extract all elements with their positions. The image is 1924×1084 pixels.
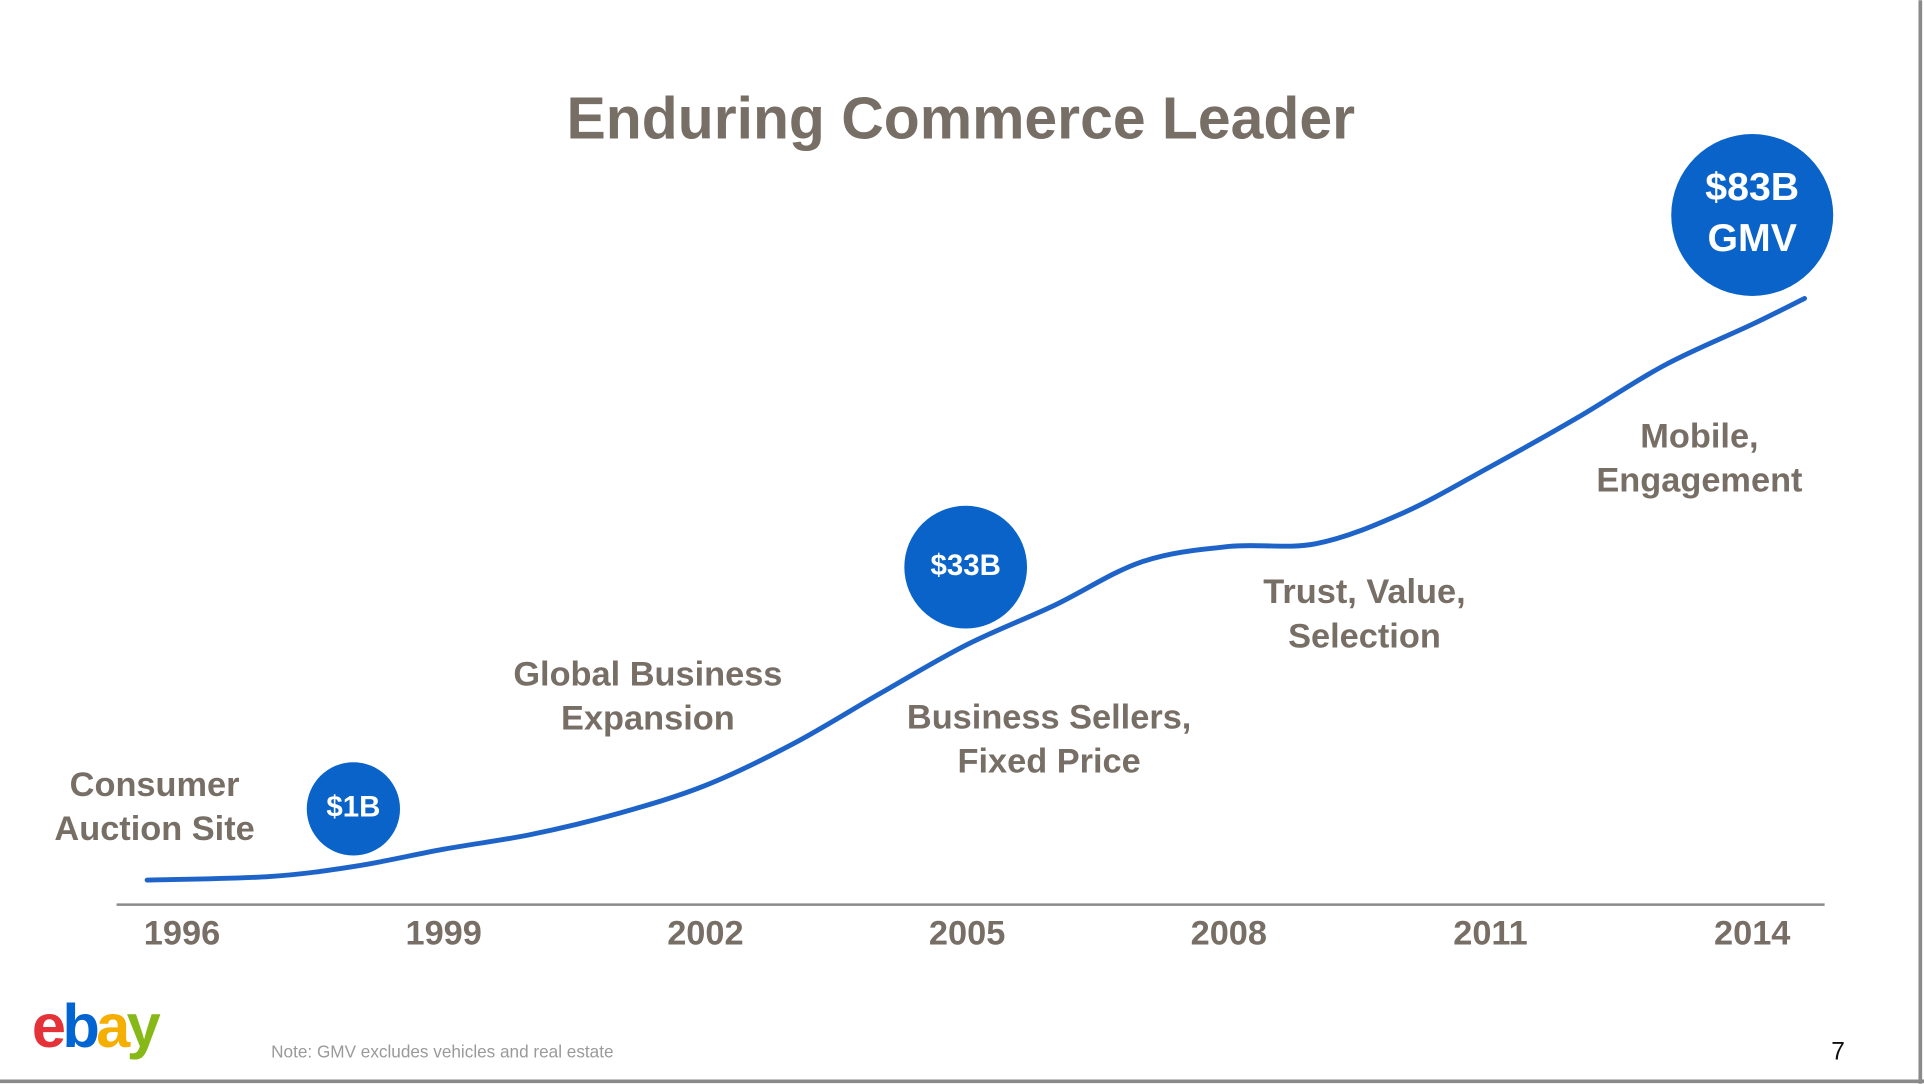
x-tick-label: 1996 [144, 914, 220, 952]
bubble-label: GMV [1708, 216, 1797, 260]
line [144, 295, 1808, 883]
annotation: Engagement [1596, 462, 1803, 500]
bubble [1671, 134, 1834, 296]
x-tick-label: 2014 [1714, 914, 1790, 952]
bubble-label: $33B [930, 549, 1000, 582]
annotation: Trust, Value, [1263, 573, 1465, 611]
page-number: 7 [1831, 1039, 1845, 1066]
x-tick-label: 2005 [929, 914, 1005, 952]
chart-title: Enduring Commerce Leader [567, 87, 1356, 152]
annotation: Mobile, [1640, 417, 1758, 455]
x-tick-label: 2011 [1453, 914, 1528, 952]
annotation: Business Sellers, [907, 698, 1191, 736]
x-tick-label: 2002 [667, 914, 743, 952]
bubble-label: $1B [326, 791, 380, 824]
bubble [306, 762, 401, 856]
bubble-label: $83B [1705, 165, 1799, 209]
annotation: Consumer [70, 766, 240, 804]
bubble [904, 505, 1028, 629]
annotation: Global Business [513, 655, 782, 693]
annotation: Auction Site [54, 810, 254, 848]
footnote: Note: GMV excludes vehicles and real est… [271, 1042, 613, 1062]
annotation: Fixed Price [957, 743, 1140, 781]
x-tick-label: 1999 [405, 914, 481, 952]
logo: ebay [32, 992, 161, 1061]
x-tick-label: 2008 [1191, 914, 1267, 952]
annotation: Expansion [561, 700, 735, 738]
annotation: Selection [1288, 617, 1441, 655]
